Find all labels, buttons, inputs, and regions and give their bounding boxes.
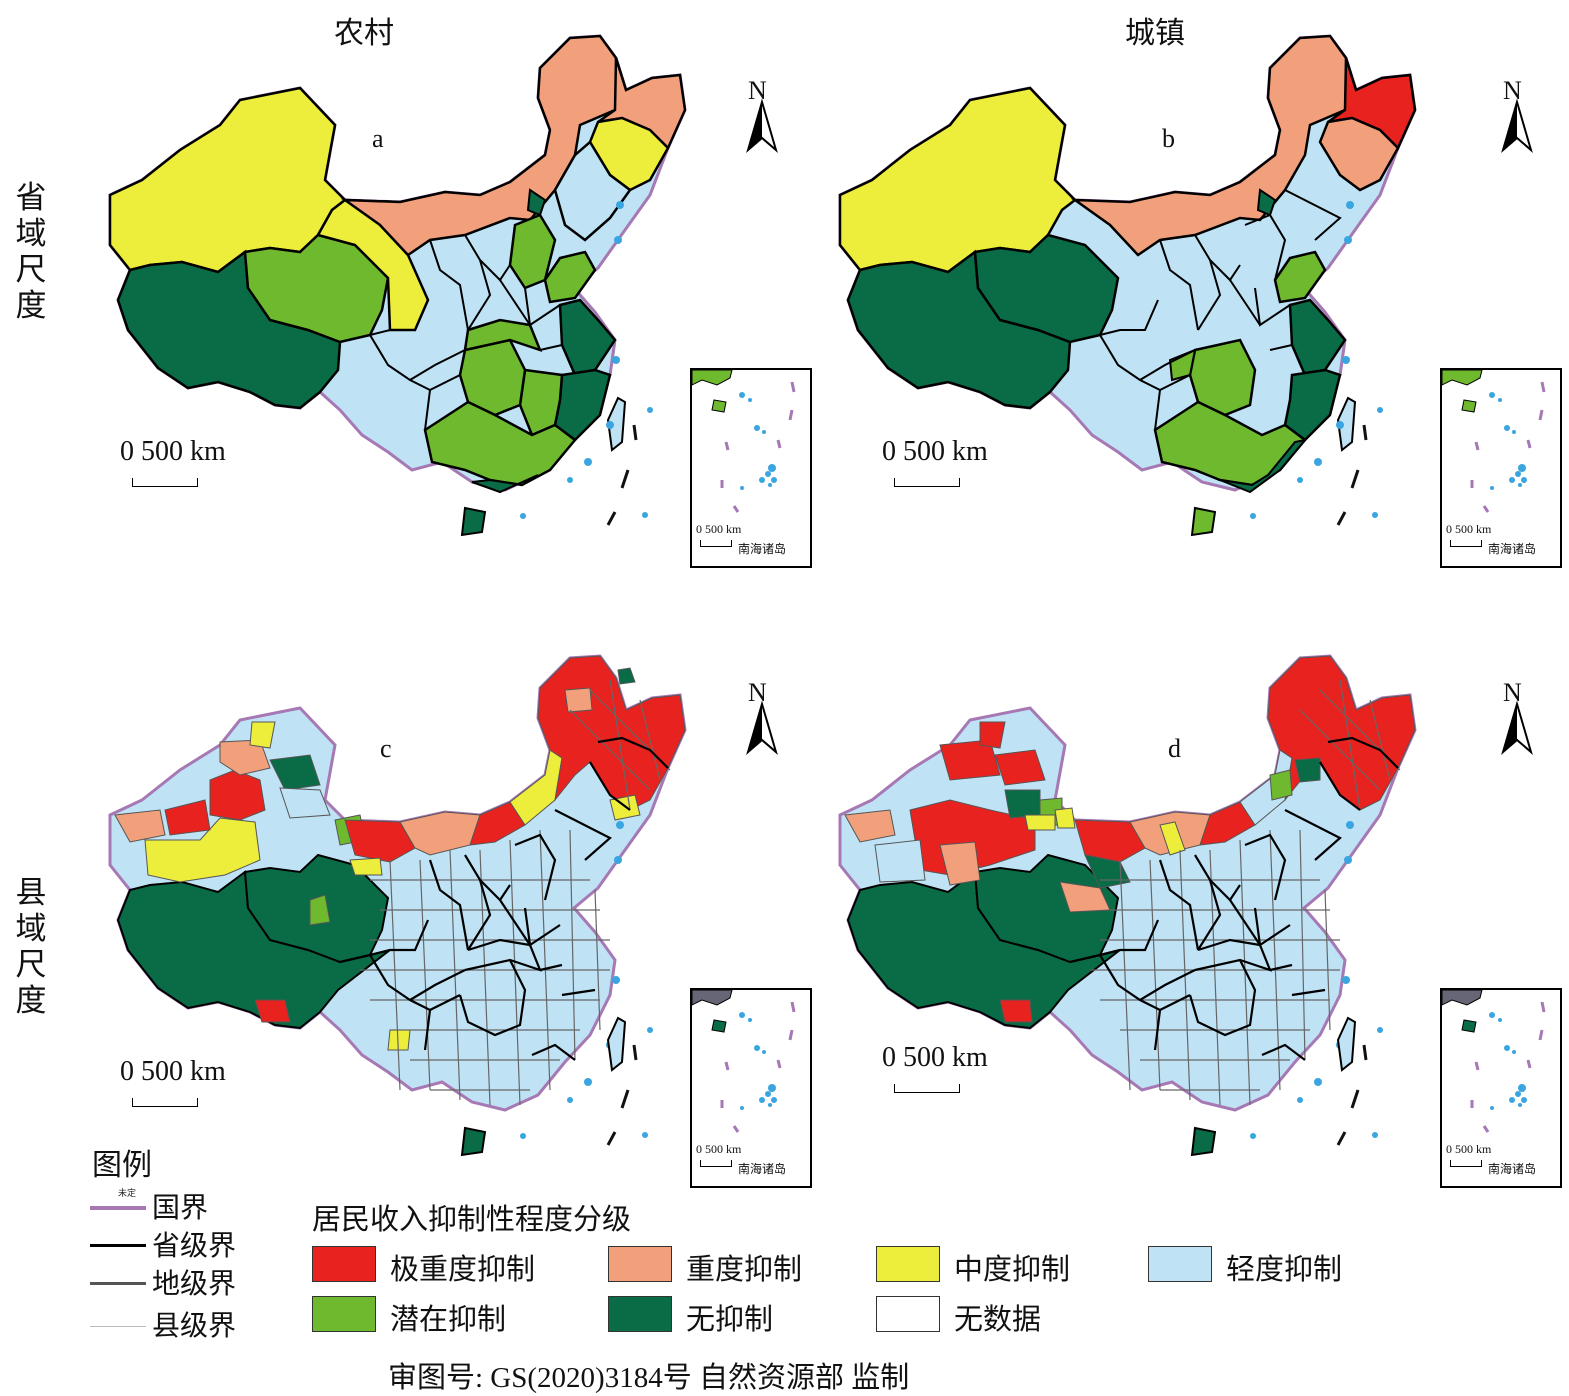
inset-name: 南海诸岛 [1488, 542, 1537, 556]
legend-swatch-mild [1148, 1246, 1212, 1282]
legend-label-extreme: 极重度抑制 [390, 1254, 536, 1286]
legend-swatch-none [608, 1296, 672, 1332]
south-china-sea-inset: 0 500 km 南海诸岛 [690, 368, 812, 568]
china-map-province-urban [838, 34, 1417, 537]
column-title-urban: 城镇 [1125, 17, 1185, 50]
south-china-sea-inset: 0 500 km 南海诸岛 [1440, 988, 1562, 1188]
north-arrow: N [1497, 678, 1537, 762]
map-panel-a: a N 0 500 km 0 500 km 南海诸岛 [70, 30, 815, 600]
map-panel-b: b N 0 500 km 0 500 km 南海诸岛 [800, 30, 1562, 600]
map-approval-number: 审图号: GS(2020)3184号 自然资源部 监制 [388, 1362, 910, 1394]
legend-swatch-nodata [876, 1296, 940, 1332]
boundary-label-national: 国界 [152, 1193, 209, 1224]
panel-label-d: d [1168, 734, 1181, 763]
map-panel-c: c N 0 500 km 0 500 km 南海诸岛 [70, 650, 815, 1220]
scale-bar: 0 500 km [882, 436, 1052, 487]
inset-name: 南海诸岛 [738, 542, 787, 556]
north-arrow-icon [746, 700, 778, 755]
scale-text: 0 500 km [882, 1042, 988, 1073]
panel-label-a: a [372, 124, 384, 153]
legend-swatch-moderate [876, 1246, 940, 1282]
boundary-label-province: 省级界 [152, 1231, 237, 1262]
north-arrow: N [1497, 76, 1537, 160]
north-arrow-icon [746, 98, 778, 153]
inset-scale-text: 0 500 km [1446, 522, 1492, 536]
scale-text: 0 500 km [120, 436, 226, 467]
boundary-label-prefecture: 地级界 [152, 1269, 237, 1300]
legend-label-mild: 轻度抑制 [1226, 1254, 1343, 1286]
row-title-province: 省域尺度 [15, 180, 47, 323]
north-arrow: N [742, 678, 782, 762]
legend-swatch-extreme [312, 1246, 376, 1282]
china-map-province-rural [108, 34, 687, 537]
inset-islands [1442, 370, 1546, 513]
inset-name: 南海诸岛 [1488, 1162, 1537, 1176]
north-label: N [748, 678, 767, 707]
boundary-line-prefecture [90, 1282, 146, 1285]
legend-label-potential: 潜在抑制 [390, 1304, 507, 1336]
south-china-sea-inset: 0 500 km 南海诸岛 [690, 988, 812, 1188]
china-map-county-rural [108, 654, 687, 1157]
scale-bar: 0 500 km [120, 436, 290, 487]
legend-label-moderate: 中度抑制 [954, 1254, 1071, 1286]
legend-swatch-severe [608, 1246, 672, 1282]
boundary-line-national [90, 1206, 146, 1210]
boundary-line-province [90, 1244, 146, 1247]
scale-bar: 0 500 km [120, 1056, 290, 1107]
north-arrow: N [742, 76, 782, 160]
panel-label-b: b [1162, 124, 1175, 153]
inset-islands [692, 370, 796, 513]
legend-label-severe: 重度抑制 [686, 1254, 803, 1286]
north-label: N [1503, 678, 1522, 707]
inset-scale-text: 0 500 km [696, 1142, 742, 1156]
scale-text: 0 500 km [120, 1056, 226, 1087]
north-label: N [748, 76, 767, 105]
boundary-line-county [90, 1326, 146, 1327]
north-arrow-icon [1501, 700, 1533, 755]
scale-text: 0 500 km [882, 436, 988, 467]
inset-islands [1442, 990, 1546, 1133]
north-arrow-icon [1501, 98, 1533, 153]
legend-label-nodata: 无数据 [954, 1304, 1042, 1336]
classification-title: 居民收入抑制性程度分级 [312, 1204, 632, 1236]
scale-bar: 0 500 km [882, 1042, 1052, 1093]
map-panel-d: d N 0 500 km 0 500 km 南海诸岛 [800, 650, 1562, 1220]
inset-scale-text: 0 500 km [696, 522, 742, 536]
inset-islands [692, 990, 796, 1133]
south-china-sea-inset: 0 500 km 南海诸岛 [1440, 368, 1562, 568]
boundary-label-county: 县级界 [152, 1311, 237, 1342]
undetermined-mark: 未定 [118, 1188, 137, 1198]
inset-scale-text: 0 500 km [1446, 1142, 1492, 1156]
panel-label-c: c [380, 734, 392, 763]
column-title-rural: 农村 [334, 17, 394, 50]
legend-title: 图例 [92, 1149, 152, 1182]
legend-label-none: 无抑制 [686, 1304, 774, 1336]
legend-swatch-potential [312, 1296, 376, 1332]
china-map-county-urban [838, 654, 1417, 1157]
inset-name: 南海诸岛 [738, 1162, 787, 1176]
north-label: N [1503, 76, 1522, 105]
row-title-county: 县域尺度 [15, 875, 47, 1018]
